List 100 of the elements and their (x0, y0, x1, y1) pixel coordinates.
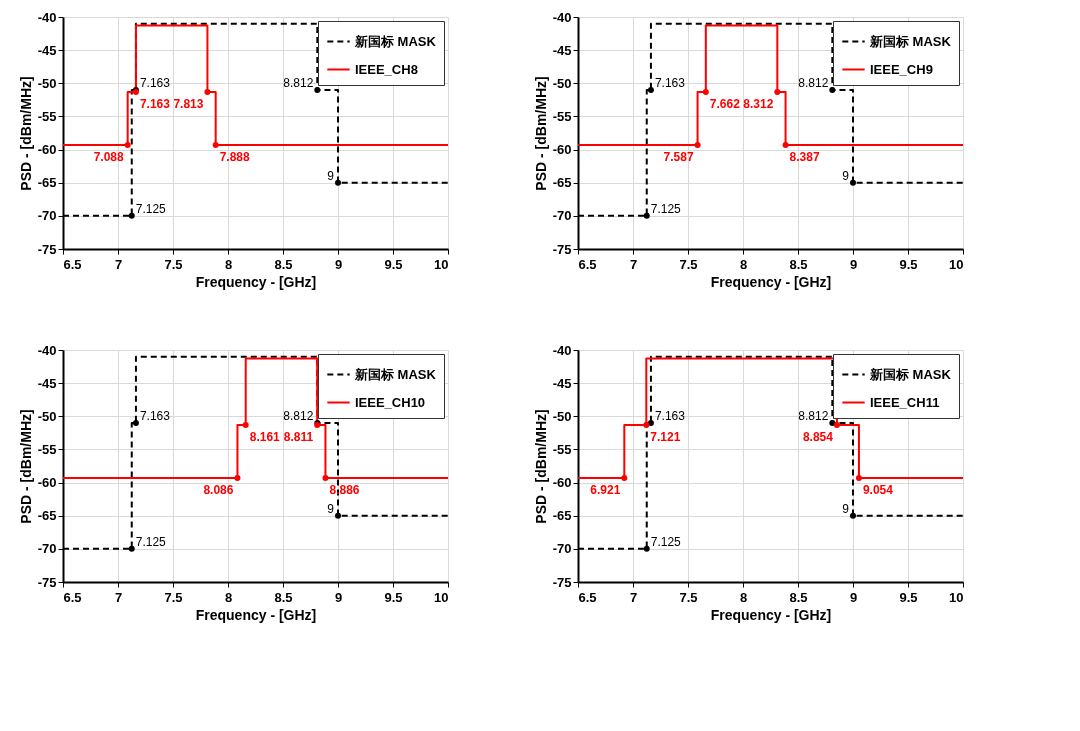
annotation: 7.662 (709, 96, 741, 111)
y-tick-label: -65 (552, 175, 572, 191)
annotation: 7.125 (135, 201, 167, 216)
x-tick-label: 9.5 (384, 256, 403, 272)
annotation: 9.054 (862, 482, 894, 497)
y-axis-title: PSD - [dBm/MHz] (532, 409, 549, 524)
y-tick-label: -50 (37, 75, 57, 91)
legend-label: IEEE_CH11 (870, 394, 940, 410)
y-tick-label: -70 (37, 541, 57, 557)
y-tick-label: -75 (37, 241, 57, 257)
y-tick-label: -60 (552, 142, 572, 158)
y-axis-title: PSD - [dBm/MHz] (17, 76, 34, 191)
annotation: 7.125 (650, 534, 682, 549)
x-axis-title: Frequency - [GHz] (710, 273, 832, 290)
annotation: 7.125 (135, 534, 167, 549)
annotation: 9 (842, 168, 850, 183)
x-axis-title: Frequency - [GHz] (195, 606, 317, 623)
x-tick-label: 8.5 (789, 589, 808, 605)
y-tick-label: -65 (37, 175, 57, 191)
y-tick-label: -45 (552, 375, 572, 391)
x-tick-label: 7 (629, 256, 638, 272)
x-tick-label: 9.5 (899, 256, 918, 272)
x-tick-label: 6.5 (63, 589, 82, 605)
annotation: 8.812 (798, 75, 829, 90)
x-tick-label: 9 (334, 589, 343, 605)
annotation: 8.312 (743, 96, 774, 111)
x-tick-label: 6.5 (578, 589, 597, 605)
x-tick-label: 9.5 (384, 589, 403, 605)
x-axis-title: Frequency - [GHz] (710, 606, 832, 623)
x-axis-title: Frequency - [GHz] (195, 273, 317, 290)
annotation: 8.812 (798, 408, 829, 423)
x-tick-label: 10 (949, 256, 964, 272)
y-tick-label: -75 (37, 574, 57, 590)
y-tick-label: -45 (37, 42, 57, 58)
annotation: 8.161 (249, 429, 281, 444)
annotation: 7.163 (139, 96, 171, 111)
x-tick-label: 10 (434, 256, 449, 272)
x-tick-label: 7 (114, 256, 123, 272)
annotation: 7.888 (219, 149, 251, 164)
y-tick-label: -50 (552, 408, 572, 424)
legend-label: 新国标 MASK (354, 366, 437, 382)
x-tick-label: 7.5 (679, 589, 698, 605)
y-tick-label: -65 (37, 508, 57, 524)
annotation: 7.587 (663, 149, 694, 164)
legend-label: 新国标 MASK (869, 366, 952, 382)
y-tick-label: -40 (37, 342, 57, 358)
x-tick-label: 10 (434, 589, 449, 605)
annotation: 8.886 (329, 482, 360, 497)
x-tick-label: 9 (334, 256, 343, 272)
y-tick-label: -40 (552, 9, 572, 25)
x-tick-label: 7.5 (164, 256, 183, 272)
y-tick-label: -45 (37, 375, 57, 391)
y-tick-label: -50 (37, 408, 57, 424)
annotation: 8.812 (283, 75, 314, 90)
annotation: 7.163 (139, 75, 171, 90)
x-tick-label: 8.5 (274, 589, 293, 605)
annotation: 6.921 (590, 482, 621, 497)
legend-label: IEEE_CH9 (870, 61, 933, 77)
annotation: 8.854 (802, 429, 834, 444)
x-tick-label: 7 (629, 589, 638, 605)
y-tick-label: -45 (552, 42, 572, 58)
y-tick-label: -55 (37, 441, 57, 457)
annotation: 7.125 (650, 201, 682, 216)
y-tick-label: -60 (37, 142, 57, 158)
y-tick-label: -55 (37, 108, 57, 124)
x-tick-label: 9 (849, 589, 858, 605)
x-tick-label: 9 (849, 256, 858, 272)
y-axis-title: PSD - [dBm/MHz] (17, 409, 34, 524)
y-tick-label: -40 (552, 342, 572, 358)
y-axis-title: PSD - [dBm/MHz] (532, 76, 549, 191)
annotation: 7.163 (139, 408, 171, 423)
y-tick-label: -40 (37, 9, 57, 25)
annotation: 8.811 (283, 429, 314, 444)
y-tick-label: -75 (552, 574, 572, 590)
x-tick-label: 7.5 (164, 589, 183, 605)
legend-label: 新国标 MASK (354, 33, 437, 49)
y-tick-label: -70 (37, 208, 57, 224)
annotation: 8.086 (203, 482, 234, 497)
x-tick-label: 8 (739, 589, 748, 605)
x-tick-label: 6.5 (63, 256, 82, 272)
annotation: 8.387 (789, 149, 820, 164)
annotation: 7.813 (173, 96, 204, 111)
y-tick-label: -70 (552, 541, 572, 557)
y-tick-label: -75 (552, 241, 572, 257)
annotation: 9 (327, 501, 335, 516)
y-tick-label: -50 (552, 75, 572, 91)
x-tick-label: 10 (949, 589, 964, 605)
annotation: 7.121 (650, 429, 681, 444)
y-tick-label: -65 (552, 508, 572, 524)
x-tick-label: 8.5 (274, 256, 293, 272)
x-tick-label: 8.5 (789, 256, 808, 272)
annotation: 9 (842, 501, 850, 516)
annotation: 8.812 (283, 408, 314, 423)
y-tick-label: -55 (552, 108, 572, 124)
y-tick-label: -60 (552, 475, 572, 491)
x-tick-label: 8 (224, 589, 233, 605)
annotation: 7.163 (654, 75, 686, 90)
legend-label: IEEE_CH10 (355, 394, 426, 410)
x-tick-label: 7 (114, 589, 123, 605)
x-tick-label: 9.5 (899, 589, 918, 605)
